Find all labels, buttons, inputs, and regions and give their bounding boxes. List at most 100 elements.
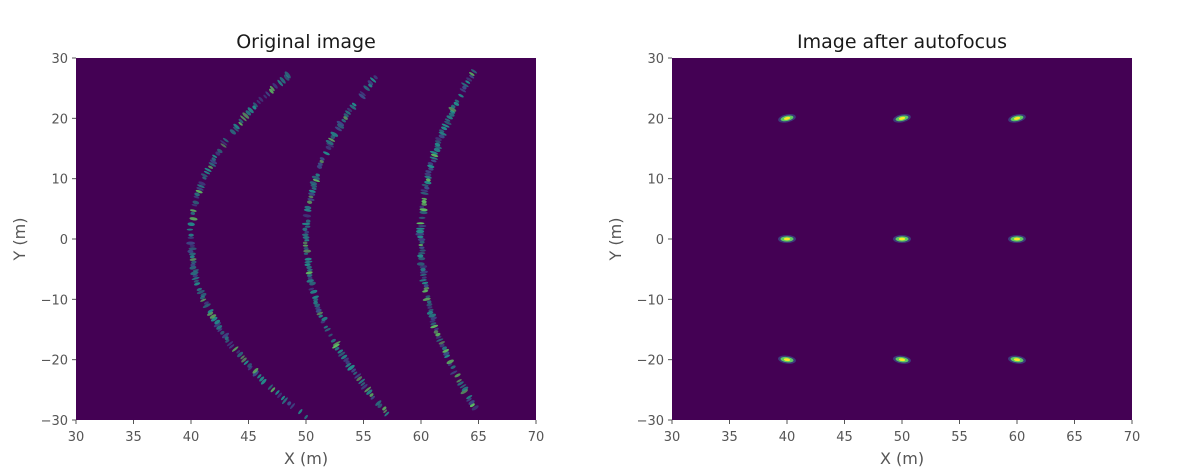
y-tick-label: 30 xyxy=(647,52,664,67)
arc-speckle xyxy=(328,137,336,142)
arc-speckle xyxy=(466,77,473,82)
arc-speckle xyxy=(197,184,205,188)
arc-speckle xyxy=(423,284,429,288)
arc-speckle xyxy=(421,281,429,285)
arc-speckle xyxy=(309,181,318,186)
arc-speckle xyxy=(275,390,280,395)
defocused-arc xyxy=(301,75,390,417)
arc-speckle xyxy=(456,379,462,383)
arc-speckle xyxy=(434,140,442,144)
arc-speckle xyxy=(283,74,290,81)
arc-speckle xyxy=(441,123,450,128)
arc-speckle xyxy=(245,110,252,116)
arc-speckle xyxy=(302,244,309,247)
arc-speckle xyxy=(189,252,196,256)
arc-speckle xyxy=(439,343,445,348)
arc-speckle xyxy=(319,159,324,164)
arc-speckle xyxy=(193,195,200,199)
x-tick-label: 35 xyxy=(721,430,738,445)
arc-speckle xyxy=(358,378,366,385)
arc-speckle xyxy=(322,151,330,156)
arc-speckle xyxy=(461,386,469,392)
arc-speckle xyxy=(420,273,427,276)
arc-speckle xyxy=(430,316,437,321)
arc-speckle xyxy=(284,71,291,79)
arc-speckle xyxy=(221,332,230,339)
arc-speckle xyxy=(192,200,200,205)
arc-speckle xyxy=(430,322,437,326)
arc-speckle xyxy=(232,126,239,132)
arc-speckle xyxy=(429,319,436,323)
y-tick-label: 10 xyxy=(647,173,664,188)
arc-speckle xyxy=(367,80,374,86)
arc-speckle xyxy=(203,170,211,175)
arc-speckle xyxy=(343,357,349,362)
arc-speckle xyxy=(448,106,457,112)
x-tick-label: 70 xyxy=(1124,430,1141,445)
arc-speckle xyxy=(330,131,339,137)
arc-speckle xyxy=(191,204,198,207)
arc-speckle xyxy=(434,327,439,331)
arc-speckle xyxy=(454,373,461,378)
arc-speckle xyxy=(186,241,196,245)
target-core xyxy=(898,237,906,241)
arc-speckle xyxy=(247,365,253,371)
arc-speckle xyxy=(191,260,197,264)
y-tick-label: −30 xyxy=(637,414,664,429)
arc-speckle xyxy=(459,88,467,93)
arc-speckle xyxy=(208,165,214,169)
arc-speckle xyxy=(308,287,315,291)
arc-speckle xyxy=(307,268,313,272)
arc-speckle xyxy=(453,101,460,106)
x-tick-label: 65 xyxy=(1066,430,1083,445)
arc-speckle xyxy=(330,338,336,343)
arc-speckle xyxy=(302,214,312,218)
arc-speckle xyxy=(460,389,469,395)
arc-speckle xyxy=(319,157,325,161)
arc-speckle xyxy=(210,316,218,322)
arc-speckle xyxy=(435,332,441,337)
arc-speckle xyxy=(277,79,284,87)
arc-speckle xyxy=(434,142,441,147)
x-axis-label: X (m) xyxy=(284,449,328,468)
y-axis-label: Y (m) xyxy=(606,218,625,262)
panel-original: Original image X (m) Y (m) 30 35 40 45 50 55 6… xyxy=(10,31,544,468)
arc-speckle xyxy=(242,112,250,119)
arc-speckle xyxy=(196,290,205,295)
arc-speckle xyxy=(307,198,315,201)
arc-speckle xyxy=(427,162,434,166)
arc-speckle xyxy=(289,403,296,410)
target-core xyxy=(783,237,791,241)
arc-speckle xyxy=(465,80,471,84)
x-tick-label: 50 xyxy=(894,430,911,445)
arc-speckle xyxy=(444,120,452,125)
arc-speckle xyxy=(468,400,475,405)
arc-speckle xyxy=(459,384,467,389)
arc-speckle xyxy=(190,271,199,276)
arc-speckle xyxy=(442,346,447,351)
arc-speckle xyxy=(238,118,244,124)
arc-speckle xyxy=(220,143,227,148)
arc-speckle xyxy=(454,99,460,103)
arc-speckle xyxy=(317,162,323,166)
arc-speckle xyxy=(356,376,363,382)
arc-speckle xyxy=(450,370,458,375)
arc-speckle xyxy=(272,82,278,89)
arc-speckle xyxy=(231,346,239,352)
arc-speckle xyxy=(307,276,313,281)
x-tick-label: 55 xyxy=(951,430,968,445)
arc-speckle xyxy=(338,351,346,357)
arc-speckle xyxy=(382,406,387,411)
arc-speckle xyxy=(313,300,318,305)
target-core xyxy=(898,116,906,120)
arc-speckle xyxy=(427,164,435,169)
y-tick-label: 0 xyxy=(656,233,664,248)
arc-speckle xyxy=(442,349,450,353)
panel-autofocus: Image after autofocus X (m) Y (m) 30 35 40… xyxy=(606,31,1140,468)
arc-speckle xyxy=(426,300,432,304)
arc-speckle xyxy=(190,263,196,267)
target-core xyxy=(1013,116,1021,120)
arc-speckle xyxy=(306,279,314,283)
arc-speckle xyxy=(428,308,434,312)
arc-speckle xyxy=(425,295,431,298)
